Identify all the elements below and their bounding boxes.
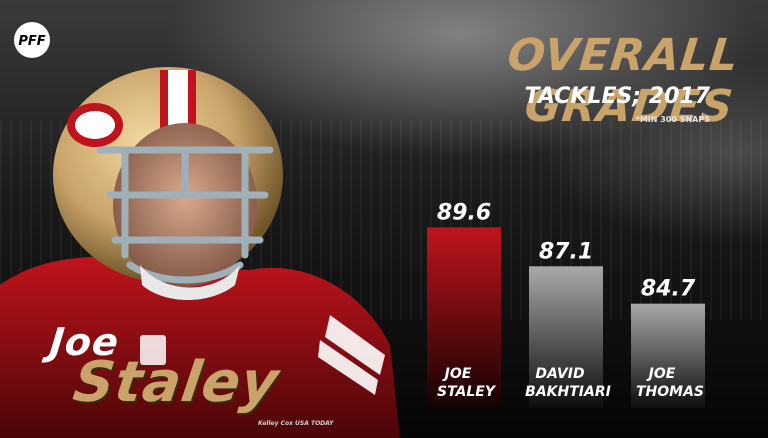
bar-category-label: STALEY bbox=[437, 384, 497, 400]
bar-value-label: 89.6 bbox=[437, 200, 491, 225]
pff-logo: PFF bbox=[14, 22, 50, 58]
bar-category-label: JOE bbox=[646, 366, 676, 382]
bar-2 bbox=[529, 266, 603, 408]
bar-3 bbox=[631, 303, 705, 408]
chart-footnote: *Min 300 snaps bbox=[635, 115, 710, 124]
bar-value-label: 87.1 bbox=[539, 239, 593, 264]
bar-category-label: DAVID bbox=[535, 366, 584, 382]
bar-category-label: BAKHTIARI bbox=[525, 384, 611, 400]
bar-category-label: THOMAS bbox=[636, 384, 704, 400]
bar-category-label: JOE bbox=[442, 366, 472, 382]
bar-1 bbox=[427, 227, 501, 408]
pff-logo-text: PFF bbox=[18, 34, 45, 49]
chart-subtitle: Tackles; 2017 bbox=[524, 84, 710, 109]
photo-credit: Kelley Cox USA TODAY bbox=[258, 420, 334, 427]
bar-value-label: 84.7 bbox=[641, 277, 696, 302]
player-photo bbox=[0, 67, 400, 438]
